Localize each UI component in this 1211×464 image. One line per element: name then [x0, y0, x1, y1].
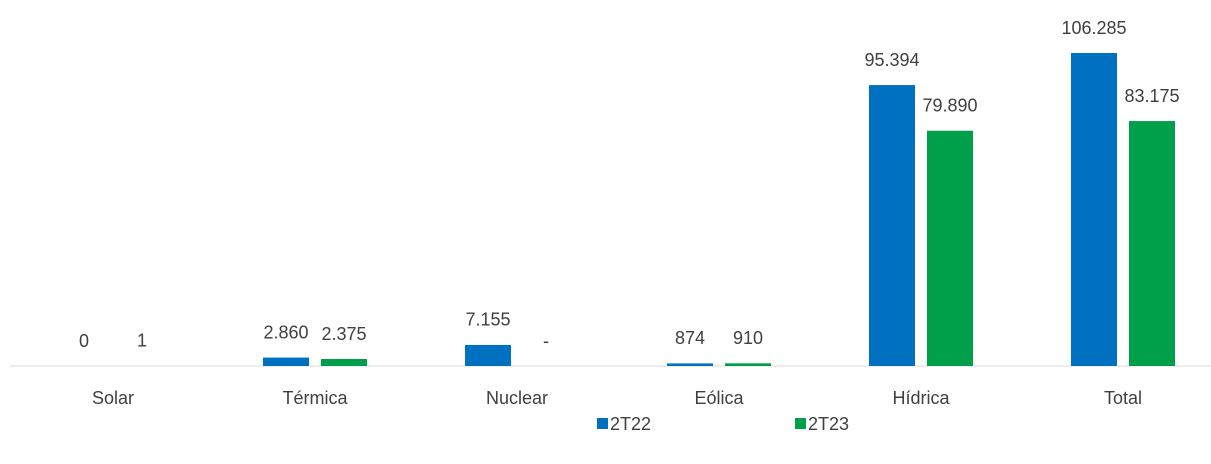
x-tick-label: Total	[1104, 388, 1142, 408]
bar	[321, 359, 367, 366]
data-label: 874	[675, 328, 705, 348]
data-label: 0	[79, 331, 89, 351]
data-label: 95.394	[864, 50, 919, 70]
legend-label: 2T22	[610, 414, 651, 434]
x-tick-label: Eólica	[694, 388, 744, 408]
data-label: 7.155	[465, 310, 510, 330]
bar	[263, 358, 309, 366]
bar	[1071, 53, 1117, 366]
bar	[725, 363, 771, 366]
data-label: 2.860	[263, 322, 308, 342]
bar	[465, 345, 511, 366]
x-tick-label: Hídrica	[892, 388, 950, 408]
bar	[927, 131, 973, 366]
legend-label: 2T23	[808, 414, 849, 434]
bar	[1129, 121, 1175, 366]
x-tick-label: Nuclear	[486, 388, 548, 408]
data-label: 83.175	[1124, 86, 1179, 106]
bar	[667, 363, 713, 366]
data-label: 1	[137, 331, 147, 351]
bar	[869, 85, 915, 366]
data-label: 2.375	[321, 324, 366, 344]
data-label: 106.285	[1061, 18, 1126, 38]
legend-swatch	[597, 418, 608, 429]
data-label: 910	[733, 328, 763, 348]
legend-swatch	[795, 418, 806, 429]
x-tick-label: Térmica	[282, 388, 348, 408]
data-label: 79.890	[922, 95, 977, 115]
x-tick-label: Solar	[92, 388, 134, 408]
data-label: -	[543, 331, 549, 351]
